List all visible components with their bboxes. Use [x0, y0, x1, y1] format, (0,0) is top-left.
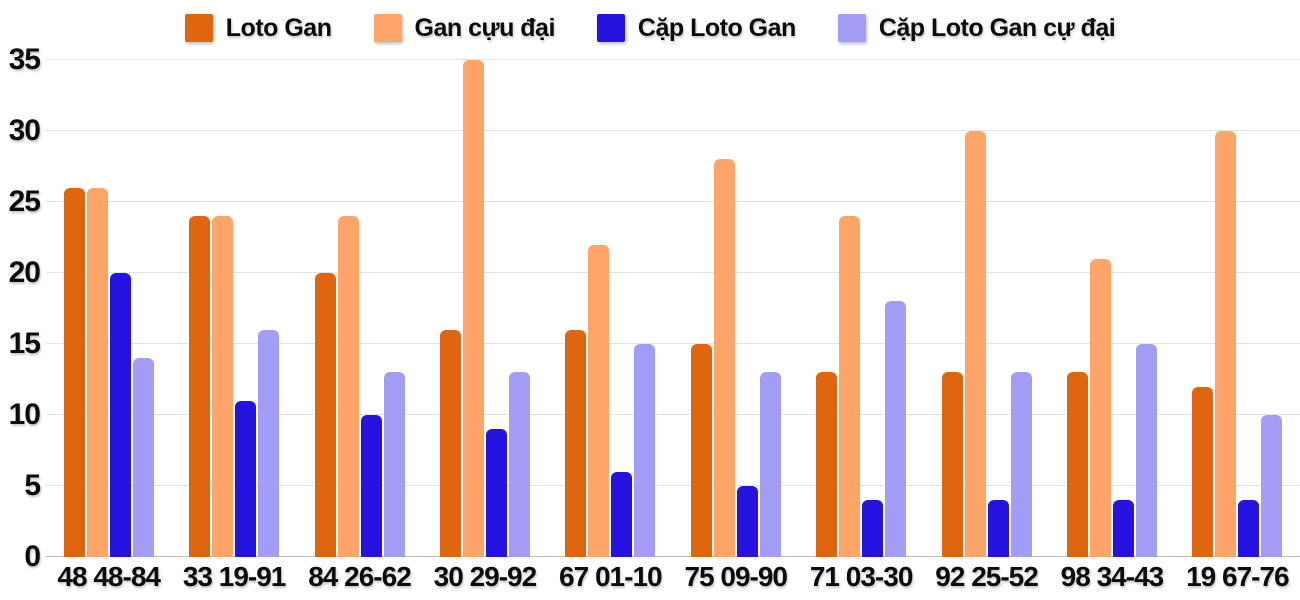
bar-series-1-cat-8[interactable] — [1089, 258, 1111, 557]
x-label-9: 19 67-76 — [1186, 561, 1290, 592]
x-label-2: 84 26-62 — [308, 561, 412, 592]
bar-series-2-cat-8[interactable] — [1112, 500, 1134, 557]
gridline-y-30 — [46, 129, 1300, 131]
bar-groups — [46, 60, 1300, 557]
y-tick-label-25: 25 — [8, 185, 41, 218]
gridline-y-35 — [46, 59, 1300, 60]
bar-series-1-cat-2[interactable] — [337, 216, 359, 557]
bar-series-0-cat-4[interactable] — [565, 329, 587, 557]
bar-series-2-cat-2[interactable] — [360, 415, 382, 557]
gridline-y-5 — [46, 485, 1300, 486]
bar-series-0-cat-9[interactable] — [1192, 386, 1214, 557]
bar-series-0-cat-5[interactable] — [690, 344, 712, 557]
bar-series-3-cat-1[interactable] — [258, 329, 280, 557]
y-tick-label-30: 30 — [8, 114, 41, 147]
bar-series-0-cat-8[interactable] — [1066, 372, 1088, 557]
x-label-0: 48 48-84 — [57, 561, 161, 592]
gridline-y-25 — [46, 200, 1300, 202]
bar-series-0-cat-7[interactable] — [941, 372, 963, 557]
bar-series-2-cat-5[interactable] — [736, 486, 758, 557]
bar-series-0-cat-3[interactable] — [439, 329, 461, 557]
bar-group-7 — [924, 60, 1049, 557]
x-label-1: 33 19-91 — [182, 561, 287, 592]
bar-series-1-cat-9[interactable] — [1215, 131, 1237, 557]
legend-item-series-0[interactable]: Loto Gan — [184, 13, 332, 43]
bar-group-4 — [548, 60, 673, 557]
bar-series-3-cat-8[interactable] — [1135, 344, 1157, 557]
gridline-y-15 — [46, 342, 1300, 344]
bar-series-1-cat-5[interactable] — [713, 159, 735, 557]
bar-series-2-cat-4[interactable] — [611, 471, 633, 557]
y-tick-label-0: 0 — [24, 540, 41, 573]
gridline-y-20 — [46, 272, 1300, 273]
bar-series-2-cat-1[interactable] — [235, 400, 257, 557]
legend-item-series-1[interactable]: Gan cựu đại — [373, 13, 556, 43]
legend-label: Loto Gan — [225, 13, 332, 42]
bar-group-0 — [46, 60, 171, 557]
bar-series-1-cat-4[interactable] — [588, 244, 610, 557]
chart-legend: Loto Gan Gan cựu đại Cặp Loto Gan Cặp Loto … — [0, 6, 1300, 50]
bar-series-2-cat-0[interactable] — [109, 273, 131, 557]
bar-series-0-cat-2[interactable] — [314, 273, 336, 557]
legend-swatch-icon — [837, 14, 866, 42]
legend-label: Gan cựu đại — [414, 13, 556, 42]
bar-group-6 — [798, 60, 923, 557]
bar-series-2-cat-3[interactable] — [485, 429, 507, 557]
bar-series-1-cat-1[interactable] — [212, 216, 234, 557]
bar-series-3-cat-4[interactable] — [634, 344, 656, 557]
bar-series-1-cat-7[interactable] — [964, 131, 986, 557]
legend-label: Cặp Loto Gan — [637, 13, 796, 42]
x-label-6: 71 03-30 — [809, 561, 914, 592]
bar-series-0-cat-1[interactable] — [189, 216, 211, 557]
bar-group-3 — [422, 60, 547, 557]
x-label-7: 92 25-52 — [935, 561, 1039, 592]
x-axis-baseline — [46, 556, 1300, 557]
x-label-4: 67 01-10 — [559, 561, 663, 592]
legend-label: Cặp Loto Gan cự đại — [878, 13, 1116, 42]
bar-series-3-cat-0[interactable] — [132, 358, 154, 557]
legend-item-series-3[interactable]: Cặp Loto Gan cự đại — [837, 13, 1116, 43]
gridline-y-10 — [46, 414, 1300, 415]
bar-series-3-cat-2[interactable] — [383, 372, 405, 557]
bar-series-3-cat-3[interactable] — [508, 372, 530, 557]
legend-swatch-icon — [596, 14, 625, 42]
y-tick-label-10: 10 — [8, 398, 41, 431]
x-label-8: 98 34-43 — [1060, 561, 1165, 592]
bar-series-1-cat-0[interactable] — [86, 187, 108, 557]
bar-series-3-cat-5[interactable] — [759, 372, 781, 557]
y-tick-label-20: 20 — [8, 256, 41, 289]
plot-area: 0 5 10 15 20 25 30 35 — [0, 43, 1300, 573]
y-tick-label-15: 15 — [8, 327, 41, 360]
bar-group-2 — [297, 60, 422, 557]
legend-swatch-icon — [373, 14, 402, 42]
x-axis-labels: 48 48-84 33 19-91 84 26-62 30 29-92 67 01-10… — [46, 561, 1300, 597]
bar-series-3-cat-7[interactable] — [1010, 372, 1032, 557]
bar-series-2-cat-9[interactable] — [1238, 500, 1260, 557]
bar-series-3-cat-9[interactable] — [1261, 415, 1283, 557]
bar-series-1-cat-6[interactable] — [839, 216, 861, 557]
legend-item-series-2[interactable]: Cặp Loto Gan — [596, 13, 796, 43]
y-tick-label-5: 5 — [24, 469, 41, 502]
x-label-5: 75 09-90 — [684, 561, 788, 592]
bar-series-2-cat-6[interactable] — [862, 500, 884, 557]
x-label-3: 30 29-92 — [433, 561, 538, 592]
y-tick-label-35: 35 — [8, 43, 41, 76]
bar-series-2-cat-7[interactable] — [987, 500, 1009, 557]
bar-group-8 — [1049, 60, 1174, 557]
bar-group-1 — [171, 60, 296, 557]
bar-series-0-cat-0[interactable] — [63, 187, 85, 557]
bar-series-0-cat-6[interactable] — [816, 372, 838, 557]
legend-swatch-icon — [184, 14, 213, 42]
bar-group-9 — [1175, 60, 1300, 557]
bar-series-1-cat-3[interactable] — [462, 60, 484, 557]
bar-group-5 — [673, 60, 798, 557]
bar-series-3-cat-6[interactable] — [885, 301, 907, 557]
